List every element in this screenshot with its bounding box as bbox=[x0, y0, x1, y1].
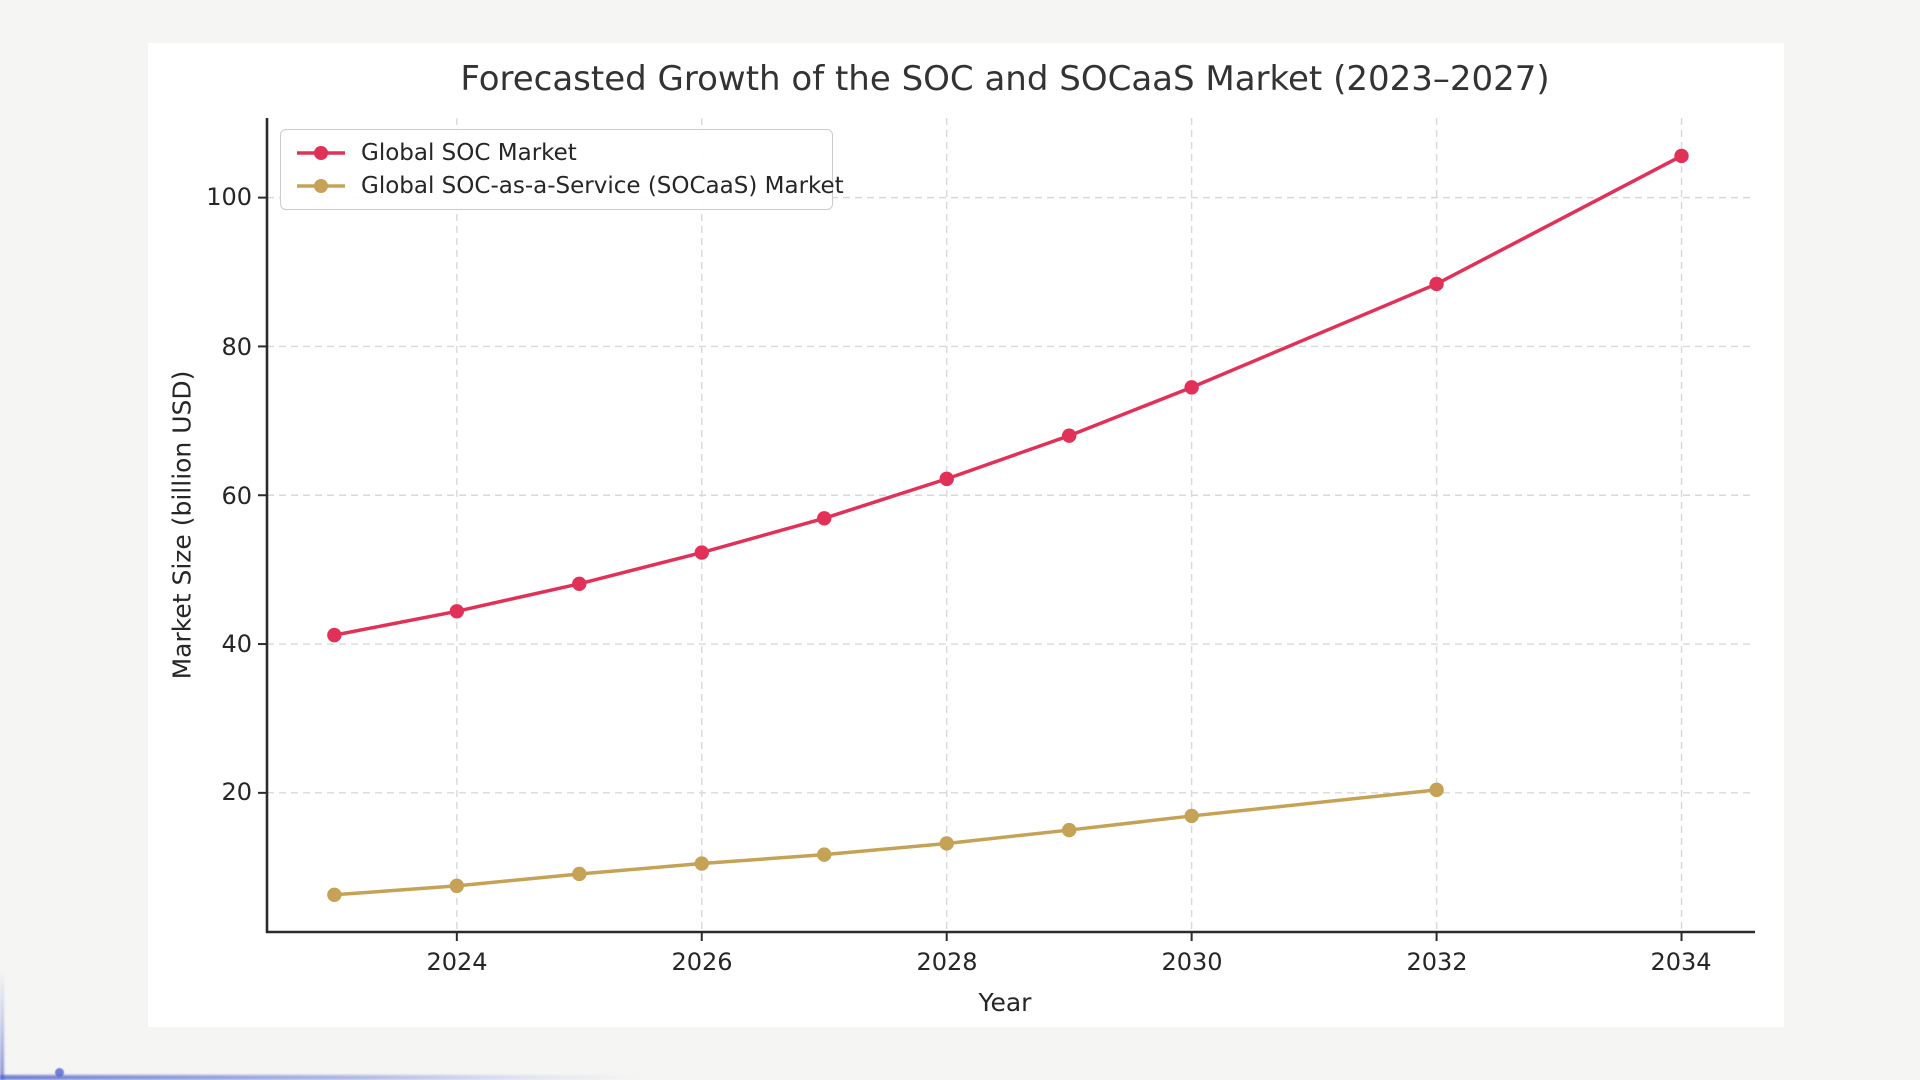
y-tick-label-20: 20 bbox=[221, 778, 252, 806]
x-tick-label-2028: 2028 bbox=[916, 948, 978, 976]
legend-line-marker-icon bbox=[297, 146, 345, 160]
x-tick-label-2024: 2024 bbox=[426, 948, 488, 976]
legend: Global SOC Market Global SOC-as-a-Servic… bbox=[280, 129, 844, 210]
legend-line-marker-icon bbox=[297, 179, 345, 193]
y-axis-label: Market Size (billion USD) bbox=[167, 370, 197, 680]
scan-artifact-left-edge bbox=[0, 970, 4, 1080]
x-tick-label-2034: 2034 bbox=[1650, 948, 1712, 976]
y-tick-label-40: 40 bbox=[221, 630, 252, 658]
x-axis-label: Year bbox=[978, 988, 1032, 1017]
scan-artifact-dot bbox=[55, 1068, 64, 1077]
y-tick-label-60: 60 bbox=[221, 482, 252, 510]
y-tick-label-80: 80 bbox=[221, 333, 252, 361]
x-tick-label-2030: 2030 bbox=[1161, 948, 1223, 976]
y-tick-label-100: 100 bbox=[206, 183, 252, 211]
x-tick-label-2032: 2032 bbox=[1406, 948, 1468, 976]
scan-artifact-bottom-edge bbox=[0, 1075, 640, 1080]
chart-title: Forecasted Growth of the SOC and SOCaaS … bbox=[460, 59, 1550, 99]
legend-label-soc: Global SOC Market bbox=[361, 140, 577, 166]
legend-item-socaas: Global SOC-as-a-Service (SOCaaS) Market bbox=[295, 173, 844, 199]
legend-label-socaas: Global SOC-as-a-Service (SOCaaS) Market bbox=[361, 173, 844, 199]
x-tick-label-2026: 2026 bbox=[671, 948, 733, 976]
legend-item-soc: Global SOC Market bbox=[295, 140, 816, 166]
